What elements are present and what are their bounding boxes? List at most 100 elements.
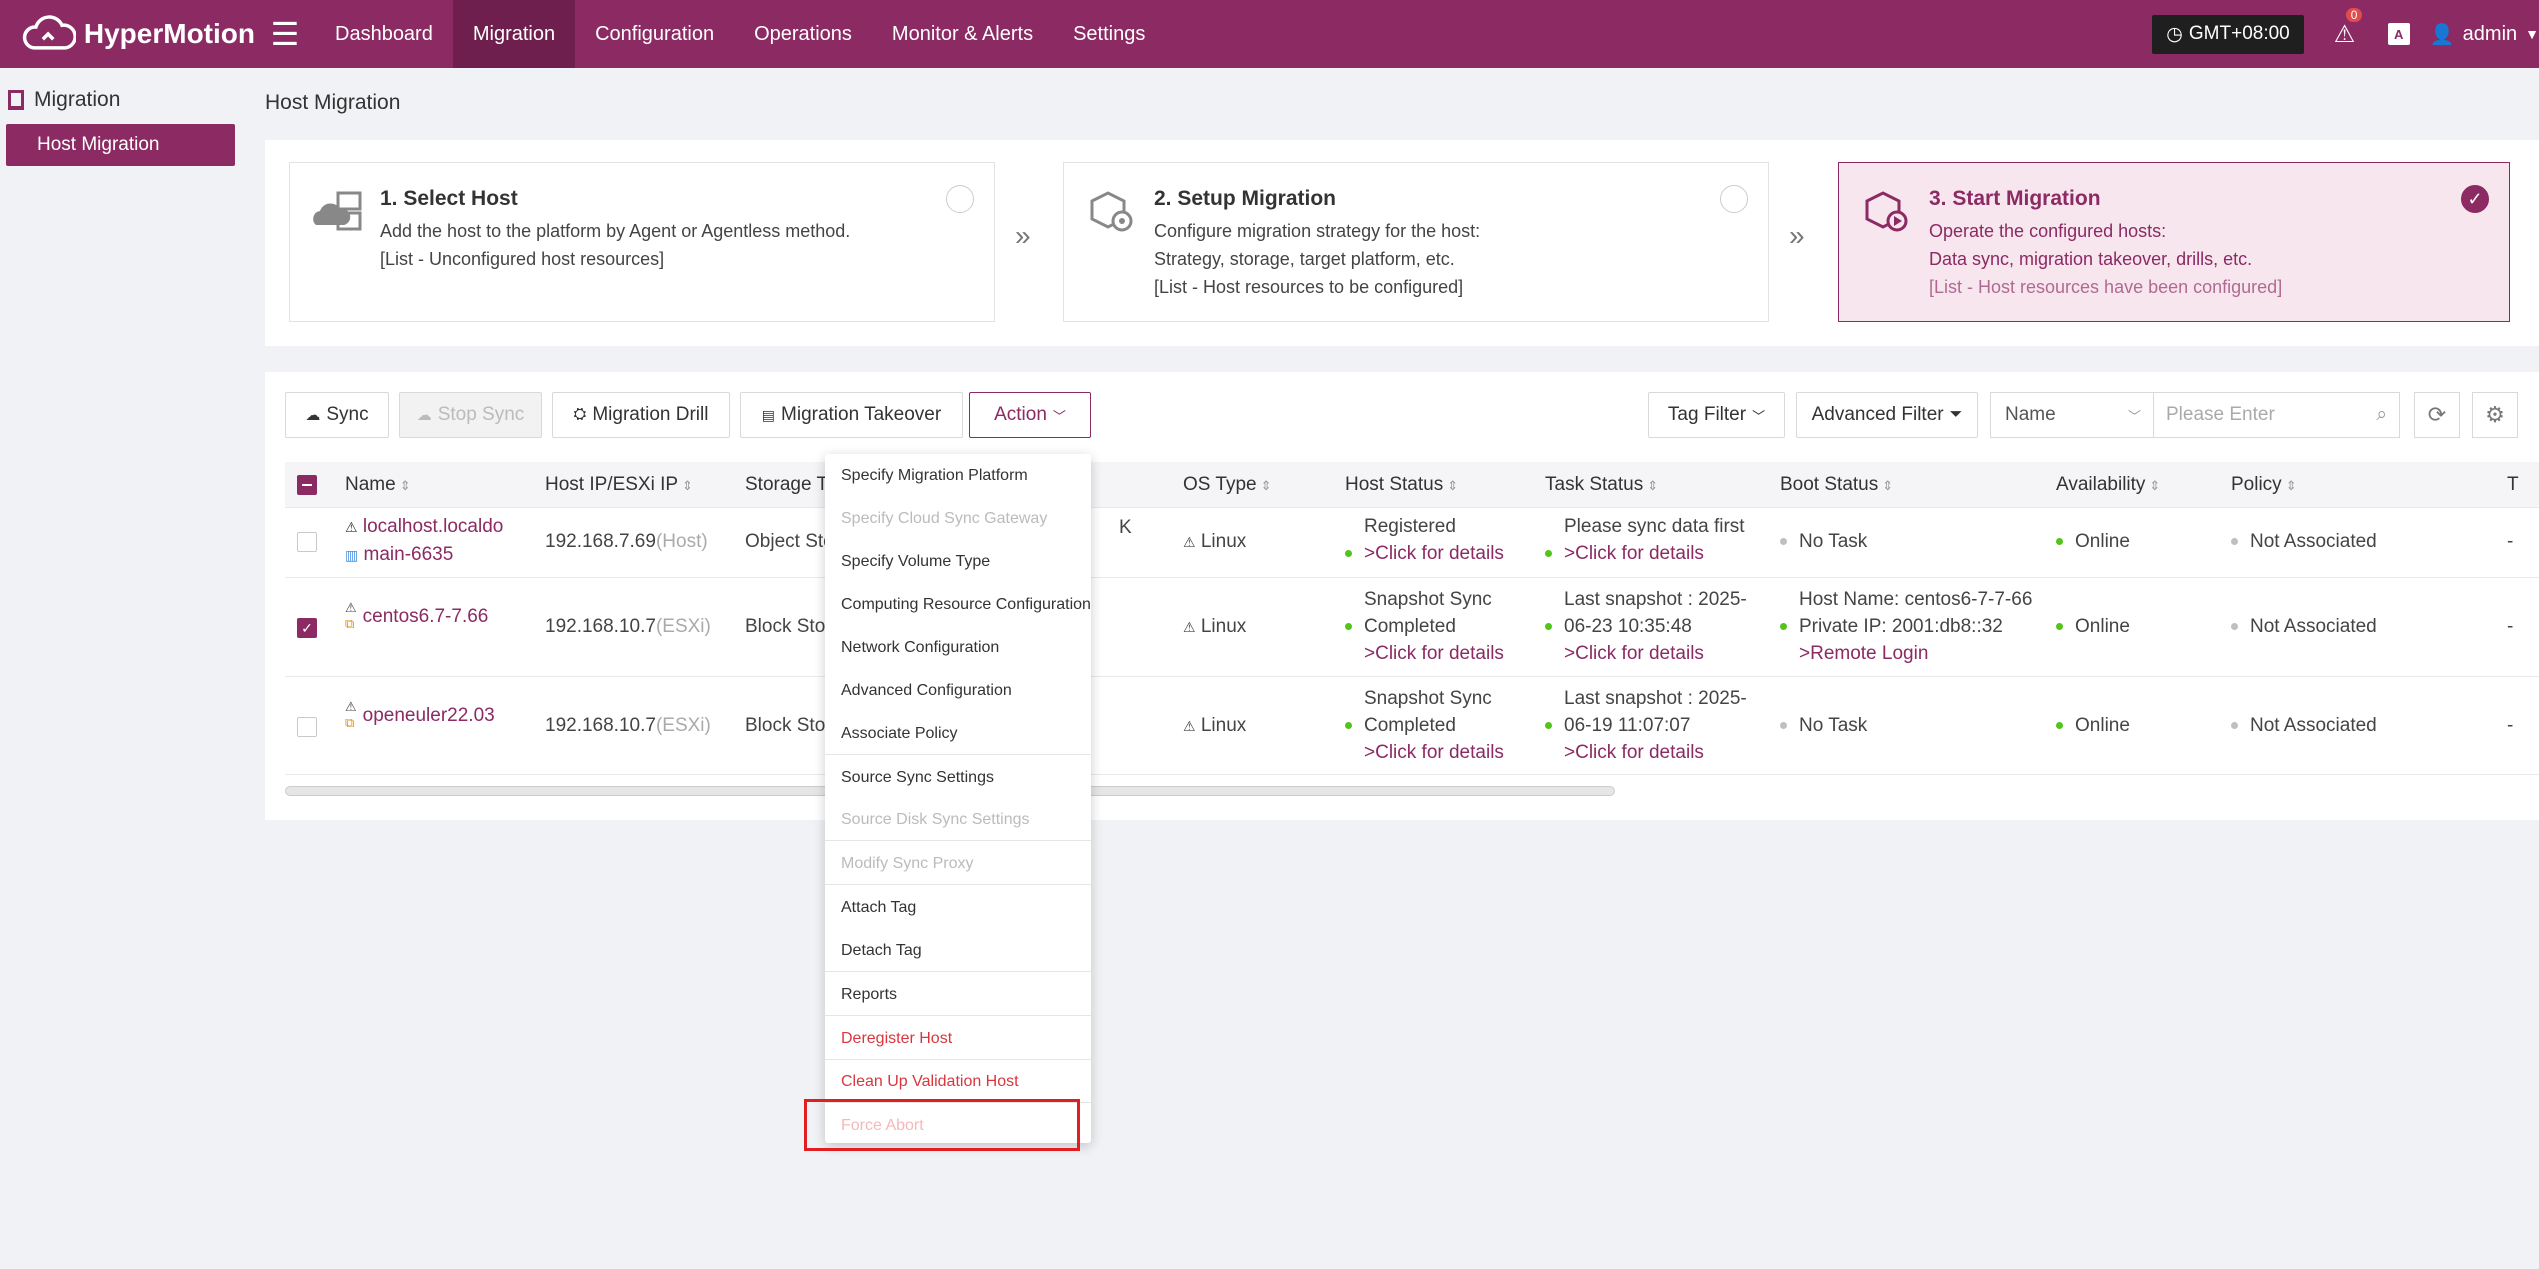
action-menu: Specify Migration Platform Specify Cloud…: [825, 454, 1091, 1143]
col-storage-type[interactable]: Storage Ty: [745, 474, 837, 495]
step-radio[interactable]: [946, 185, 974, 213]
nav-configuration[interactable]: Configuration: [595, 22, 715, 45]
search-placeholder: Please Enter: [2166, 404, 2275, 425]
logo[interactable]: HyperMotion: [0, 10, 255, 58]
linux-icon: ⚠: [345, 600, 357, 615]
remote-login-link[interactable]: >Remote Login: [1799, 643, 1929, 664]
col-task-status[interactable]: Task Status ⇕: [1545, 474, 1659, 495]
migration-drill-button[interactable]: ⛭ Migration Drill: [552, 392, 730, 438]
menu-item-source-sync-settings[interactable]: Source Sync Settings: [841, 768, 994, 786]
os-type: ⚠ Linux: [1183, 616, 1247, 637]
sync-label: Sync: [326, 404, 369, 425]
app-name: HyperMotion: [83, 18, 255, 49]
menu-item-attach-tag[interactable]: Attach Tag: [841, 898, 917, 916]
sort-icon: ⇕: [399, 478, 411, 493]
nav-operations[interactable]: Operations: [754, 22, 852, 45]
user-name: admin: [2462, 22, 2518, 45]
step-select-host[interactable]: 1. Select Host Add the host to the platf…: [289, 162, 995, 322]
menu-item-reports[interactable]: Reports: [841, 985, 898, 1003]
steps-panel: 1. Select Host Add the host to the platf…: [265, 140, 2539, 346]
col-host-ip[interactable]: Host IP/ESXi IP ⇕: [545, 474, 693, 495]
refresh-icon[interactable]: ⟳: [2414, 392, 2460, 438]
table-row[interactable]: ⚠ localhost.localdo ▥ main-6635 192.168.…: [285, 508, 2539, 578]
main-menu: Dashboard Migration Configuration Operat…: [315, 0, 1165, 68]
nav-dashboard[interactable]: Dashboard: [335, 22, 433, 45]
drill-label: Migration Drill: [592, 404, 709, 425]
menu-item-specify-migration-platform[interactable]: Specify Migration Platform: [841, 466, 1028, 484]
linux-icon: ⚠: [1183, 619, 1196, 635]
storage-type: Block Stora: [745, 715, 843, 736]
menu-item-detach-tag[interactable]: Detach Tag: [841, 941, 922, 959]
takeover-label: Migration Takeover: [781, 404, 942, 425]
vm-icon: ⧉: [345, 616, 355, 631]
menu-item-clean-up-validation-host[interactable]: Clean Up Validation Host: [841, 1072, 1019, 1090]
host-name[interactable]: ⚠ localhost.localdo ▥ main-6635: [345, 516, 504, 565]
menu-item-specify-volume-type[interactable]: Specify Volume Type: [841, 552, 991, 570]
row-checkbox[interactable]: [297, 532, 317, 552]
menu-item-deregister-host[interactable]: Deregister Host: [841, 1029, 953, 1047]
settings-gear-icon[interactable]: ⚙: [2472, 392, 2518, 438]
action-dropdown-button[interactable]: Action ﹀: [969, 392, 1091, 438]
language-icon[interactable]: A: [2387, 23, 2410, 45]
stop-sync-button[interactable]: ☁ Stop Sync: [399, 392, 542, 438]
col-policy[interactable]: Policy ⇕: [2231, 474, 2297, 495]
col-availability[interactable]: Availability ⇕: [2056, 474, 2161, 495]
menu-divider: [825, 1015, 1091, 1016]
select-all-checkbox[interactable]: [297, 475, 317, 495]
alert-icon[interactable]: ⚠ 0: [2334, 7, 2363, 49]
col-os-type[interactable]: OS Type ⇕: [1183, 474, 1272, 495]
col-boot-status[interactable]: Boot Status ⇕: [1780, 474, 1894, 495]
sync-button[interactable]: ☁ Sync: [285, 392, 389, 438]
menu-item-advanced-configuration[interactable]: Advanced Configuration: [841, 681, 1012, 699]
step-setup-migration[interactable]: 2. Setup Migration Configure migration s…: [1063, 162, 1769, 322]
search-input[interactable]: Please Enter ⌕: [2153, 392, 2400, 438]
t-cell: -: [2507, 715, 2514, 736]
select-value: Name: [2005, 404, 2056, 425]
menu-item-network-configuration[interactable]: Network Configuration: [841, 638, 1000, 656]
vm-icon: ⧉: [345, 715, 355, 730]
host-name[interactable]: ⚠ ⧉ openeuler22.03: [345, 699, 495, 730]
migration-takeover-button[interactable]: ▤ Migration Takeover: [740, 392, 963, 438]
nav-settings[interactable]: Settings: [1073, 22, 1146, 45]
cloud-host-icon: [313, 191, 362, 231]
step-desc: Data sync, migration takeover, drills, e…: [1929, 249, 2253, 269]
sort-icon: ⇕: [1447, 478, 1459, 493]
advanced-filter-button[interactable]: Advanced Filter ⏷: [1796, 392, 1978, 438]
menu-item-associate-policy[interactable]: Associate Policy: [841, 724, 958, 742]
step-start-migration[interactable]: 3. Start Migration Operate the configure…: [1838, 162, 2510, 322]
storage-type: Object Sto: [745, 531, 834, 552]
table-header: Name ⇕ Host IP/ESXi IP ⇕ Storage Ty OS Typ…: [285, 462, 2539, 508]
table-row[interactable]: ✓ ⚠ ⧉ centos6.7-7.66 192.168.10.7(ESXi) …: [285, 578, 2539, 677]
policy: Not Associated: [2231, 528, 2377, 555]
table-row[interactable]: ⚠ ⧉ openeuler22.03 192.168.10.7(ESXi) Bl…: [285, 677, 2539, 775]
menu-toggle-icon[interactable]: ☰: [270, 16, 300, 52]
storage-extra: K: [1119, 517, 1132, 538]
timezone-display[interactable]: ◷ GMT+08:00: [2152, 14, 2304, 54]
tag-filter-button[interactable]: Tag Filter ﹀: [1648, 392, 1785, 438]
nav-monitor-alerts[interactable]: Monitor & Alerts: [891, 22, 1034, 45]
sidebar-group-label: Migration: [34, 88, 121, 111]
sidebar-group-migration[interactable]: Migration: [8, 88, 120, 112]
menu-divider: [825, 884, 1091, 885]
policy: Not Associated: [2231, 712, 2377, 739]
row-checkbox[interactable]: ✓: [297, 618, 317, 638]
takeover-icon: ▤: [761, 406, 776, 423]
check-icon[interactable]: ✓: [2461, 185, 2489, 213]
highlight-box: [804, 1099, 1080, 1151]
sidebar-item-host-migration[interactable]: Host Migration: [6, 124, 235, 166]
cloud-stop-icon: ☁: [416, 407, 432, 424]
host-name[interactable]: ⚠ ⧉ centos6.7-7.66: [345, 600, 489, 631]
row-checkbox[interactable]: [297, 717, 317, 737]
search-field-select[interactable]: Name ﹀: [1990, 392, 2154, 438]
host-list-panel: ☁ Sync ☁ Stop Sync ⛭ Migration Drill ▤ M…: [265, 372, 2539, 820]
col-name[interactable]: Name ⇕: [345, 474, 411, 495]
os-type: ⚠ Linux: [1183, 715, 1247, 736]
nav-migration[interactable]: Migration: [452, 0, 576, 68]
col-host-status[interactable]: Host Status ⇕: [1345, 474, 1459, 495]
host-ip: 192.168.10.7(ESXi): [545, 616, 711, 637]
sort-icon: ⇕: [2285, 478, 2297, 493]
step-radio[interactable]: [1720, 185, 1748, 213]
menu-item-computing-resource-configuration[interactable]: Computing Resource Configuration: [841, 595, 1091, 613]
user-menu[interactable]: 👤 admin ▼: [2430, 22, 2539, 47]
linux-icon: ⚠: [1183, 718, 1196, 734]
